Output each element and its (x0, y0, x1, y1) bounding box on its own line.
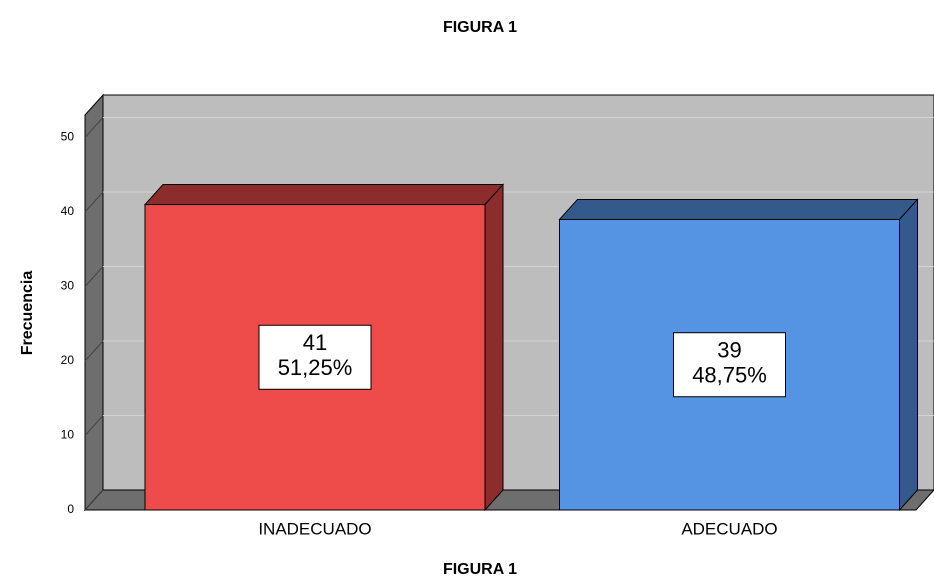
x-axis-label: FIGURA 1 (443, 561, 517, 578)
side-wall (84, 93, 104, 512)
bar-side (899, 198, 918, 512)
tick-mark (84, 415, 104, 436)
x-tick-label: ADECUADO (681, 519, 777, 538)
bar-top (143, 184, 505, 206)
y-tick-label: 10 (61, 428, 75, 442)
y-tick-label: 0 (67, 502, 74, 516)
x-tick-label: INADECUADO (258, 519, 371, 538)
tick-mark (84, 191, 104, 213)
bar-side (484, 183, 504, 512)
percentage-label: 51,25% (278, 355, 353, 380)
bar-top (558, 198, 919, 220)
y-tick-label: 40 (61, 204, 75, 218)
chart-title: FIGURA 1 (443, 19, 517, 36)
tick-mark (84, 340, 104, 362)
percentage-label: 48,75% (692, 363, 767, 388)
y-tick-label: 50 (61, 130, 75, 144)
value-label: 41 (303, 330, 327, 355)
label-box (673, 332, 786, 398)
y-tick-label: 30 (61, 279, 75, 293)
y-tick-label: 20 (61, 353, 75, 367)
value-label: 39 (717, 338, 741, 363)
y-axis-label: Frecuencia (19, 271, 36, 356)
tick-mark (84, 489, 104, 511)
tick-mark (84, 266, 104, 287)
tick-mark (84, 117, 104, 138)
label-box (258, 324, 372, 390)
